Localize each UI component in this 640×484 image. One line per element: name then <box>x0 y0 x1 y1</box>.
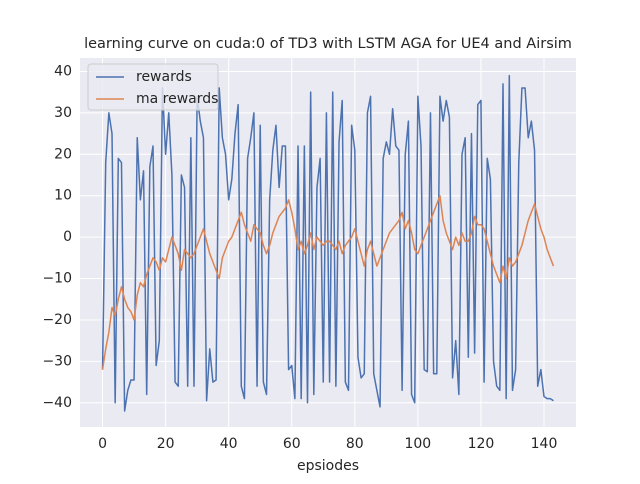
y-tick-label: 40 <box>54 63 72 79</box>
y-tick-label: −20 <box>42 312 72 328</box>
y-tick-label: −10 <box>42 271 72 287</box>
y-tick-label: 20 <box>54 146 72 162</box>
x-tick-label: 20 <box>157 436 175 452</box>
legend-label: ma rewards <box>136 91 218 107</box>
chart-title: learning curve on cuda:0 of TD3 with LST… <box>84 36 572 52</box>
x-tick-label: 0 <box>98 436 107 452</box>
y-tick-label: 0 <box>63 229 72 245</box>
y-tick-label: 30 <box>54 105 72 121</box>
x-tick-label: 140 <box>531 436 558 452</box>
lines <box>101 74 555 412</box>
series-line <box>101 194 555 370</box>
legend: rewards ma rewards <box>87 63 219 111</box>
y-tick-label: −40 <box>42 395 72 411</box>
y-tick-label: 10 <box>54 188 72 204</box>
x-tick-label: 40 <box>220 436 238 452</box>
legend-label: rewards <box>136 69 192 85</box>
y-tick-label: −30 <box>42 353 72 369</box>
x-tick-label: 80 <box>346 436 364 452</box>
x-tick-label: 120 <box>468 436 495 452</box>
x-axis-label: epsiodes <box>297 458 359 474</box>
series-line <box>101 74 554 412</box>
x-tick-label: 60 <box>283 436 301 452</box>
x-tick-label: 100 <box>404 436 431 452</box>
